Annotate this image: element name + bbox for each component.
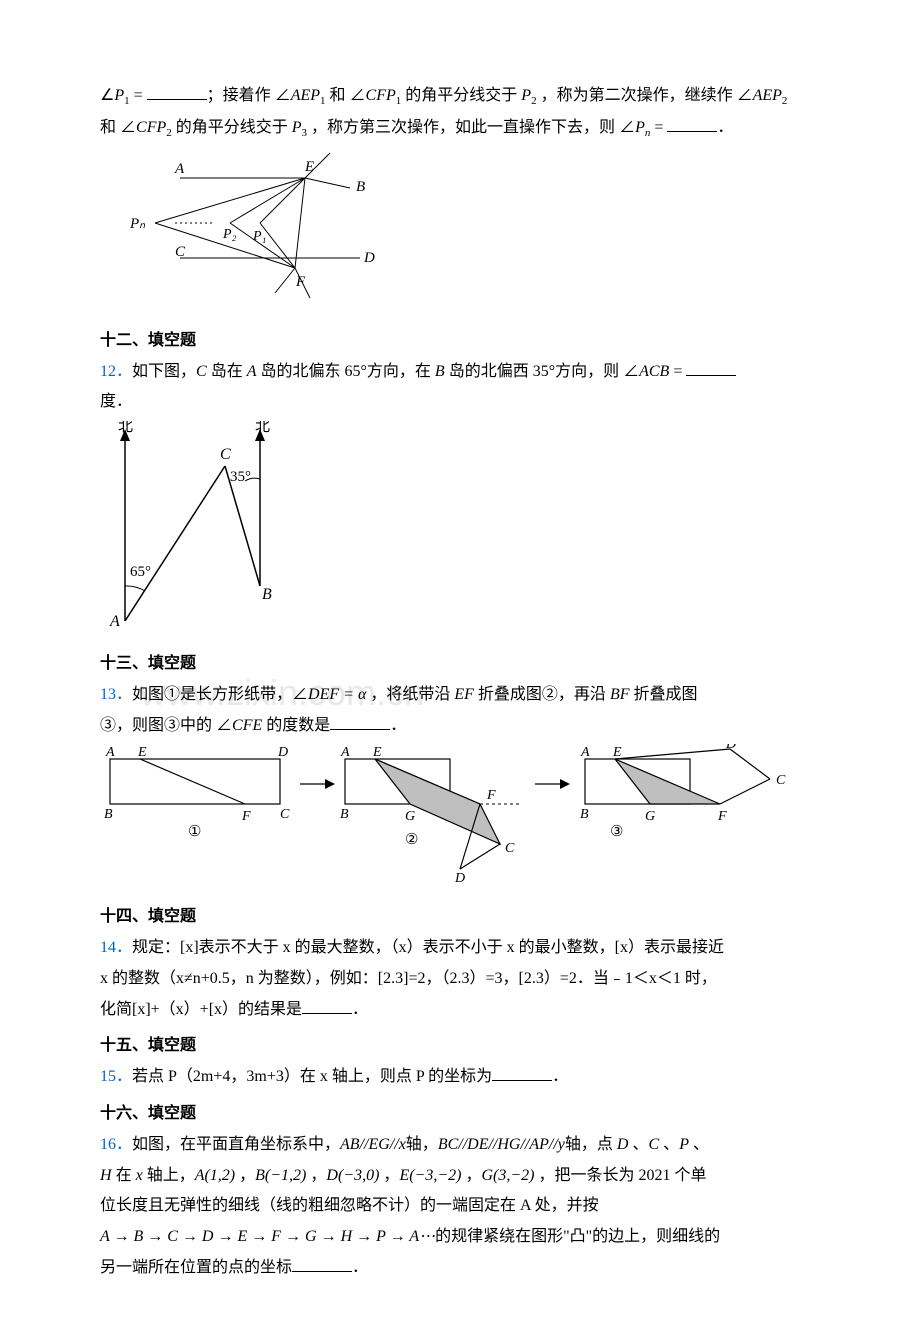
q12-figure: 北 北 65° 35° C A B: [100, 421, 820, 642]
svg-text:C: C: [776, 773, 786, 788]
q16-l3: 位长度且无弹性的细线（线的粗细忽略不计）的一端固定在 A 处，并按: [100, 1192, 820, 1221]
svg-text:③: ③: [610, 824, 623, 840]
q14-l1: 14．规定：[x]表示不大于 x 的最大整数，（x）表示不小于 x 的最小整数，…: [100, 934, 820, 963]
q12-text2: 度．: [100, 388, 820, 417]
svg-text:35°: 35°: [230, 469, 251, 485]
svg-text:C: C: [220, 446, 231, 463]
q11-line2: 和 ∠CFP2 的角平分线交于 P3 ，称方第三次操作，如此一直操作下去，则 ∠…: [100, 114, 820, 144]
svg-text:D: D: [277, 745, 288, 760]
svg-text:F: F: [717, 809, 727, 824]
svg-text:D: D: [454, 871, 465, 884]
svg-text:A: A: [580, 745, 590, 760]
svg-text:A: A: [109, 613, 120, 630]
svg-text:①: ①: [188, 824, 201, 840]
svg-text:B: B: [580, 807, 589, 822]
svg-text:北: 北: [118, 421, 133, 435]
q15-text: 15．若点 P（2m+4，3m+3）在 x 轴上，则点 P 的坐标为．: [100, 1063, 820, 1092]
svg-text:C: C: [505, 841, 515, 856]
svg-text:A: A: [340, 745, 350, 760]
q13-text2: ③，则图③中的 ∠CFE 的度数是．: [100, 712, 820, 741]
q16-l4: A → B → C → D → E → F → G → H → P → A⋯的规…: [100, 1223, 820, 1252]
svg-text:A: A: [105, 745, 115, 760]
svg-text:北: 北: [255, 421, 270, 435]
svg-text:D: D: [725, 744, 736, 752]
section13-heading: 十三、填空题: [100, 650, 820, 679]
svg-text:65°: 65°: [130, 564, 151, 580]
svg-text:F: F: [241, 809, 251, 824]
svg-text:F: F: [486, 788, 496, 803]
svg-text:E: E: [304, 159, 314, 175]
q11-line1: ∠P1 = ；接着作 ∠AEP1 和 ∠CFP1 的角平分线交于 P2 ，称为第…: [100, 82, 820, 112]
section14-heading: 十四、填空题: [100, 903, 820, 932]
q16-l2: H 在 x 轴上，A(1,2) ，B(−1,2) ，D(−3,0) ，E(−3,…: [100, 1162, 820, 1191]
q16-l1: 16．如图，在平面直角坐标系中，AB//EG//x轴，BC//DE//HG//A…: [100, 1131, 820, 1160]
q14-l3: 化简[x]+（x）+[x）的结果是．: [100, 996, 820, 1025]
svg-text:G: G: [405, 809, 415, 824]
q12-text: 12．如下图，C 岛在 A 岛的北偏东 65°方向，在 B 岛的北偏西 35°方…: [100, 358, 820, 387]
q16-l5: 另一端所在位置的点的坐标．: [100, 1254, 820, 1283]
svg-text:E: E: [137, 745, 147, 760]
svg-text:C: C: [280, 807, 290, 822]
svg-text:B: B: [104, 807, 113, 822]
svg-text:G: G: [645, 809, 655, 824]
section15-heading: 十五、填空题: [100, 1032, 820, 1061]
q13-text: 13．如图①是长方形纸带，∠DEF = α ，将纸带沿 EF 折叠成图②，再沿 …: [100, 681, 820, 710]
svg-text:E: E: [612, 745, 622, 760]
svg-text:B: B: [262, 586, 272, 603]
q14-l2: x 的整数（x≠n+0.5，n 为整数），例如：[2.3]=2，（2.3）=3，…: [100, 965, 820, 994]
svg-text:B: B: [340, 807, 349, 822]
svg-text:B: B: [356, 179, 365, 195]
q11-figure: A E B Pₙ P₂ P₁ C D F: [120, 148, 820, 319]
svg-text:②: ②: [405, 832, 418, 848]
svg-text:D: D: [363, 250, 375, 266]
svg-text:C: C: [175, 244, 186, 260]
section12-heading: 十二、填空题: [100, 327, 820, 356]
svg-text:P₁: P₁: [252, 229, 266, 244]
q13-figure: A E D B F C ① A E B G F C D ② A E D B G …: [100, 744, 820, 895]
svg-text:A: A: [174, 161, 185, 177]
svg-text:E: E: [372, 745, 382, 760]
svg-text:F: F: [295, 274, 306, 290]
svg-text:Pₙ: Pₙ: [129, 216, 146, 232]
svg-text:P₂: P₂: [222, 227, 237, 242]
section16-heading: 十六、填空题: [100, 1100, 820, 1129]
